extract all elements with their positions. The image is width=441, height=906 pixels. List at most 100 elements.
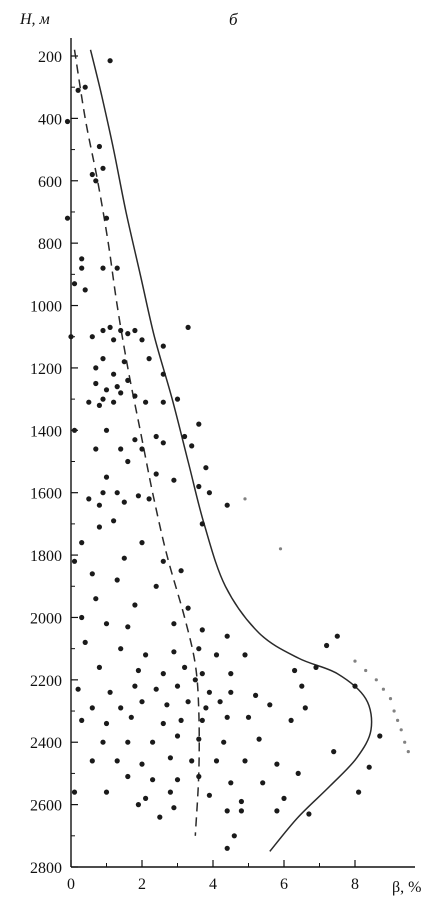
data-point-46 [71, 427, 78, 433]
data-point-102 [96, 664, 102, 671]
data-point-44 [160, 399, 166, 405]
data-point-5 [100, 165, 106, 171]
faint-point-3 [381, 687, 385, 691]
y-tick-label-1000: 1000 [30, 299, 62, 316]
data-point-67 [96, 502, 102, 508]
mean-curve-dashed [73, 49, 200, 836]
data-point-119 [299, 683, 305, 689]
data-point-148 [114, 758, 120, 764]
data-point-85 [132, 602, 138, 608]
data-point-43 [143, 399, 149, 405]
y-axis-title-variable: H, м [19, 11, 50, 28]
data-point-156 [366, 764, 372, 770]
data-point-161 [228, 780, 234, 786]
data-point-115 [192, 677, 198, 683]
data-point-50 [182, 433, 188, 440]
data-point-11 [79, 265, 85, 271]
data-point-54 [160, 440, 166, 446]
faint-point-9 [406, 750, 410, 754]
data-point-31 [111, 371, 117, 377]
y-tick-label-1600: 1600 [30, 486, 62, 503]
data-point-57 [203, 465, 209, 471]
faint-point-2 [374, 678, 378, 682]
data-point-137 [245, 714, 252, 720]
data-point-97 [196, 646, 202, 652]
data-point-166 [167, 789, 173, 795]
data-point-51 [196, 421, 202, 427]
data-point-101 [334, 633, 340, 639]
data-point-23 [111, 337, 117, 343]
data-point-58 [125, 458, 131, 465]
x-tick-label-0: 0 [67, 876, 75, 893]
data-point-170 [356, 789, 362, 795]
faint-point-4 [388, 697, 393, 701]
y-axis-title: H, м [19, 11, 50, 28]
data-point-63 [100, 490, 106, 496]
data-point-177 [306, 811, 312, 817]
data-point-7 [93, 178, 99, 184]
data-point-20 [118, 327, 124, 334]
data-point-21 [125, 331, 131, 337]
data-point-109 [313, 664, 319, 671]
data-point-78 [121, 555, 127, 561]
y-tick-label-2800: 2800 [30, 860, 62, 877]
envelope-curve [89, 49, 373, 852]
data-point-60 [103, 474, 110, 480]
data-point-22 [132, 327, 138, 334]
data-point-40 [86, 399, 92, 405]
data-point-140 [125, 739, 131, 745]
data-point-52 [118, 446, 124, 452]
data-point-69 [146, 496, 152, 502]
data-point-136 [224, 714, 230, 720]
data-point-100 [324, 642, 330, 649]
faint-point-7 [399, 728, 403, 732]
data-point-84 [93, 596, 99, 602]
data-point-142 [174, 733, 181, 739]
data-point-64 [114, 490, 120, 496]
data-point-37 [118, 390, 124, 396]
data-point-73 [96, 524, 102, 530]
data-point-104 [160, 671, 166, 677]
x-tick-label-8: 8 [351, 876, 359, 893]
data-point-70 [206, 490, 212, 496]
data-point-13 [114, 265, 120, 271]
data-point-75 [79, 540, 85, 546]
data-point-143 [196, 736, 202, 742]
y-tick-label-200: 200 [38, 49, 62, 66]
data-point-79 [160, 558, 166, 564]
x-tick-label-6: 6 [280, 876, 288, 893]
data-point-35 [103, 387, 110, 393]
data-point-19 [107, 324, 113, 330]
y-tick-label-1200: 1200 [30, 361, 62, 378]
data-point-82 [114, 577, 120, 583]
data-point-168 [238, 798, 244, 805]
data-point-49 [153, 433, 159, 440]
data-point-133 [160, 720, 166, 727]
data-point-0 [107, 58, 113, 64]
data-point-12 [100, 265, 106, 271]
data-point-66 [86, 496, 92, 502]
data-point-91 [199, 627, 205, 633]
faint-point-5 [392, 709, 396, 713]
data-point-3 [82, 84, 88, 90]
data-point-138 [288, 717, 294, 724]
axes: 200 400 600 800 1000 1200 1400 1600 1800 2000 2200… [30, 38, 415, 893]
data-point-2 [75, 87, 81, 93]
data-point-72 [111, 518, 117, 524]
data-point-74 [199, 521, 205, 527]
data-point-150 [167, 755, 173, 761]
data-point-95 [143, 652, 149, 658]
data-point-4 [96, 143, 102, 150]
data-point-55 [189, 443, 195, 449]
data-point-99 [242, 652, 248, 658]
data-point-26 [185, 324, 191, 330]
data-point-16 [68, 334, 74, 340]
data-point-89 [125, 624, 131, 630]
data-point-149 [139, 761, 145, 767]
data-point-174 [224, 808, 230, 814]
data-point-53 [139, 446, 145, 452]
data-point-83 [153, 583, 159, 589]
data-point-126 [217, 699, 223, 705]
data-point-88 [103, 621, 110, 627]
data-point-14 [71, 281, 78, 287]
